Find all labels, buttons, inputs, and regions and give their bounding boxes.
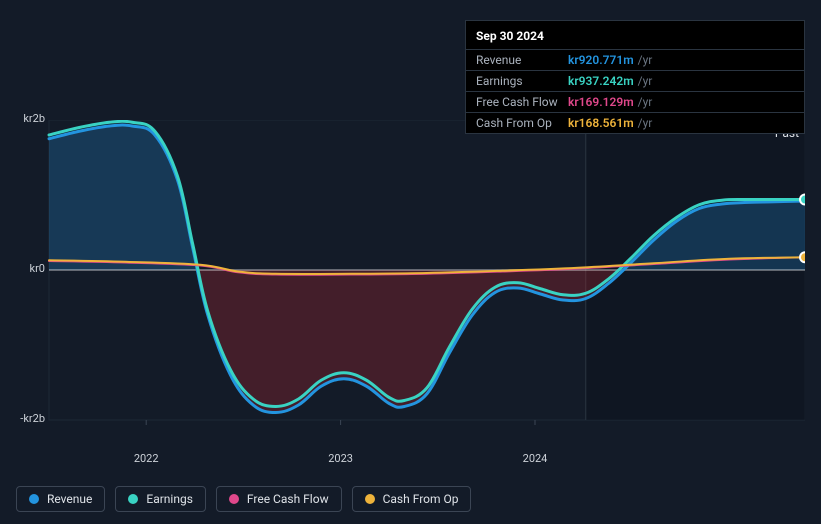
chart-tooltip: Sep 30 2024 Revenuekr920.771m/yrEarnings… xyxy=(465,20,805,134)
tooltip-metric-value: kr169.129m xyxy=(568,95,634,109)
financials-chart: kr2bkr0-kr2b 202220232024 Past xyxy=(16,120,805,450)
legend-item-earnings[interactable]: Earnings xyxy=(115,486,206,512)
y-axis-tick: kr2b xyxy=(23,112,45,125)
legend-item-revenue[interactable]: Revenue xyxy=(16,486,105,512)
tooltip-metric-label: Revenue xyxy=(476,53,568,67)
legend-label: Free Cash Flow xyxy=(247,492,329,506)
legend-swatch xyxy=(29,494,39,504)
legend-label: Earnings xyxy=(146,492,193,506)
tooltip-unit: /yr xyxy=(638,74,653,88)
legend-item-cfo[interactable]: Cash From Op xyxy=(352,486,472,512)
tooltip-unit: /yr xyxy=(638,53,653,67)
chart-legend: Revenue Earnings Free Cash Flow Cash From O… xyxy=(16,486,471,512)
tooltip-row: Earningskr937.242m/yr xyxy=(466,70,804,91)
tooltip-unit: /yr xyxy=(638,95,653,109)
tooltip-metric-value: kr937.242m xyxy=(568,74,634,88)
y-axis-tick: kr0 xyxy=(30,262,46,275)
tooltip-metric-label: Earnings xyxy=(476,74,568,88)
tooltip-row: Revenuekr920.771m/yr xyxy=(466,49,804,70)
x-axis-tick: 2023 xyxy=(328,452,353,465)
y-axis-tick: -kr2b xyxy=(20,412,45,425)
legend-label: Cash From Op xyxy=(383,492,459,506)
legend-item-fcf[interactable]: Free Cash Flow xyxy=(216,486,342,512)
tooltip-metric-value: kr920.771m xyxy=(568,53,634,67)
tooltip-date: Sep 30 2024 xyxy=(466,29,804,49)
tooltip-metric-value: kr168.561m xyxy=(568,116,634,130)
legend-label: Revenue xyxy=(47,492,92,506)
chart-canvas xyxy=(16,120,805,450)
legend-swatch xyxy=(128,494,138,504)
tooltip-metric-label: Cash From Op xyxy=(476,116,568,130)
tooltip-metric-label: Free Cash Flow xyxy=(476,95,568,109)
tooltip-unit: /yr xyxy=(638,116,653,130)
tooltip-row: Cash From Opkr168.561m/yr xyxy=(466,112,804,133)
legend-swatch xyxy=(229,494,239,504)
x-axis-tick: 2024 xyxy=(523,452,548,465)
tooltip-row: Free Cash Flowkr169.129m/yr xyxy=(466,91,804,112)
x-axis-tick: 2022 xyxy=(134,452,159,465)
legend-swatch xyxy=(365,494,375,504)
